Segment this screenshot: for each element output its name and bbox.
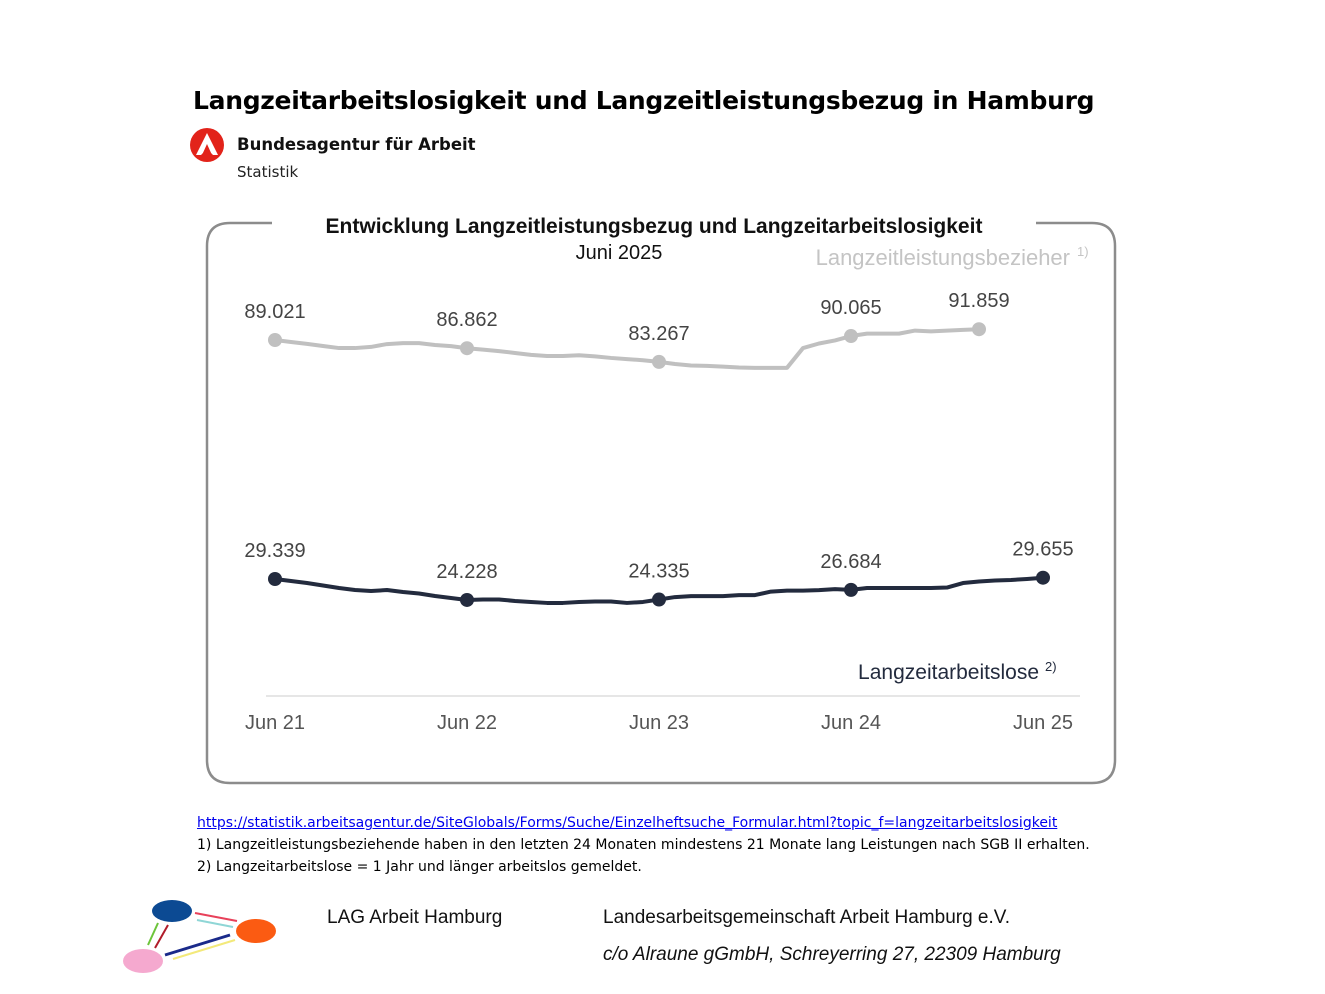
legend-lower: Langzeitarbeitslose xyxy=(858,661,1039,684)
data-point xyxy=(844,582,858,597)
chart: Entwicklung Langzeitleistungsbezug und L… xyxy=(205,215,1117,785)
org-name: Bundesagentur für Arbeit xyxy=(237,135,476,154)
data-point xyxy=(460,341,474,356)
data-label: 24.335 xyxy=(628,561,689,583)
data-label: 29.655 xyxy=(1012,539,1073,561)
x-tick-label: Jun 24 xyxy=(821,712,881,734)
data-label: 89.021 xyxy=(244,301,305,323)
data-point xyxy=(1036,570,1050,585)
footnote-2: 2) Langzeitarbeitslose = 1 Jahr und läng… xyxy=(197,859,642,875)
x-tick-label: Jun 21 xyxy=(245,712,305,734)
chart-frame xyxy=(205,221,1117,785)
page-title: Langzeitarbeitslosigkeit und Langzeitlei… xyxy=(193,86,1095,115)
legend-upper-footnote: 1) xyxy=(1077,244,1089,259)
footer-short-name: LAG Arbeit Hamburg xyxy=(327,907,503,928)
data-label: 86.862 xyxy=(436,309,497,331)
data-label: 90.065 xyxy=(820,297,881,319)
x-tick-label: Jun 22 xyxy=(437,712,497,734)
source-link[interactable]: https://statistik.arbeitsagentur.de/Site… xyxy=(197,815,1058,831)
data-point xyxy=(844,329,858,344)
footnote-1: 1) Langzeitleistungsbeziehende haben in … xyxy=(197,837,1090,853)
chart-subtitle: Juni 2025 xyxy=(576,242,663,264)
data-label: 24.228 xyxy=(436,561,497,583)
lag-logo-icon xyxy=(123,900,276,973)
data-label: 26.684 xyxy=(820,551,881,573)
x-tick-label: Jun 25 xyxy=(1013,712,1073,734)
chart-title: Entwicklung Langzeitleistungsbezug und L… xyxy=(326,215,983,238)
data-point xyxy=(268,333,282,347)
org-subtitle: Statistik xyxy=(237,163,299,181)
data-label: 29.339 xyxy=(244,540,305,562)
data-point xyxy=(652,354,666,369)
legend-upper: Langzeitleistungsbezieher xyxy=(816,245,1070,270)
ba-logo-icon xyxy=(190,128,224,162)
legend-lower-footnote: 2) xyxy=(1045,659,1057,674)
data-point xyxy=(652,592,666,607)
series-line-langzeitleistungsbezieher xyxy=(274,327,980,370)
x-tick-label: Jun 23 xyxy=(629,712,689,734)
data-label: 91.859 xyxy=(948,290,1009,312)
footer-address: c/o Alraune gGmbH, Schreyerring 27, 2230… xyxy=(603,944,1061,965)
data-label: 83.267 xyxy=(628,323,689,345)
data-point xyxy=(460,592,474,607)
data-point xyxy=(268,572,282,586)
data-point xyxy=(972,322,986,337)
footer-long-name: Landesarbeitsgemeinschaft Arbeit Hamburg… xyxy=(603,907,1010,928)
